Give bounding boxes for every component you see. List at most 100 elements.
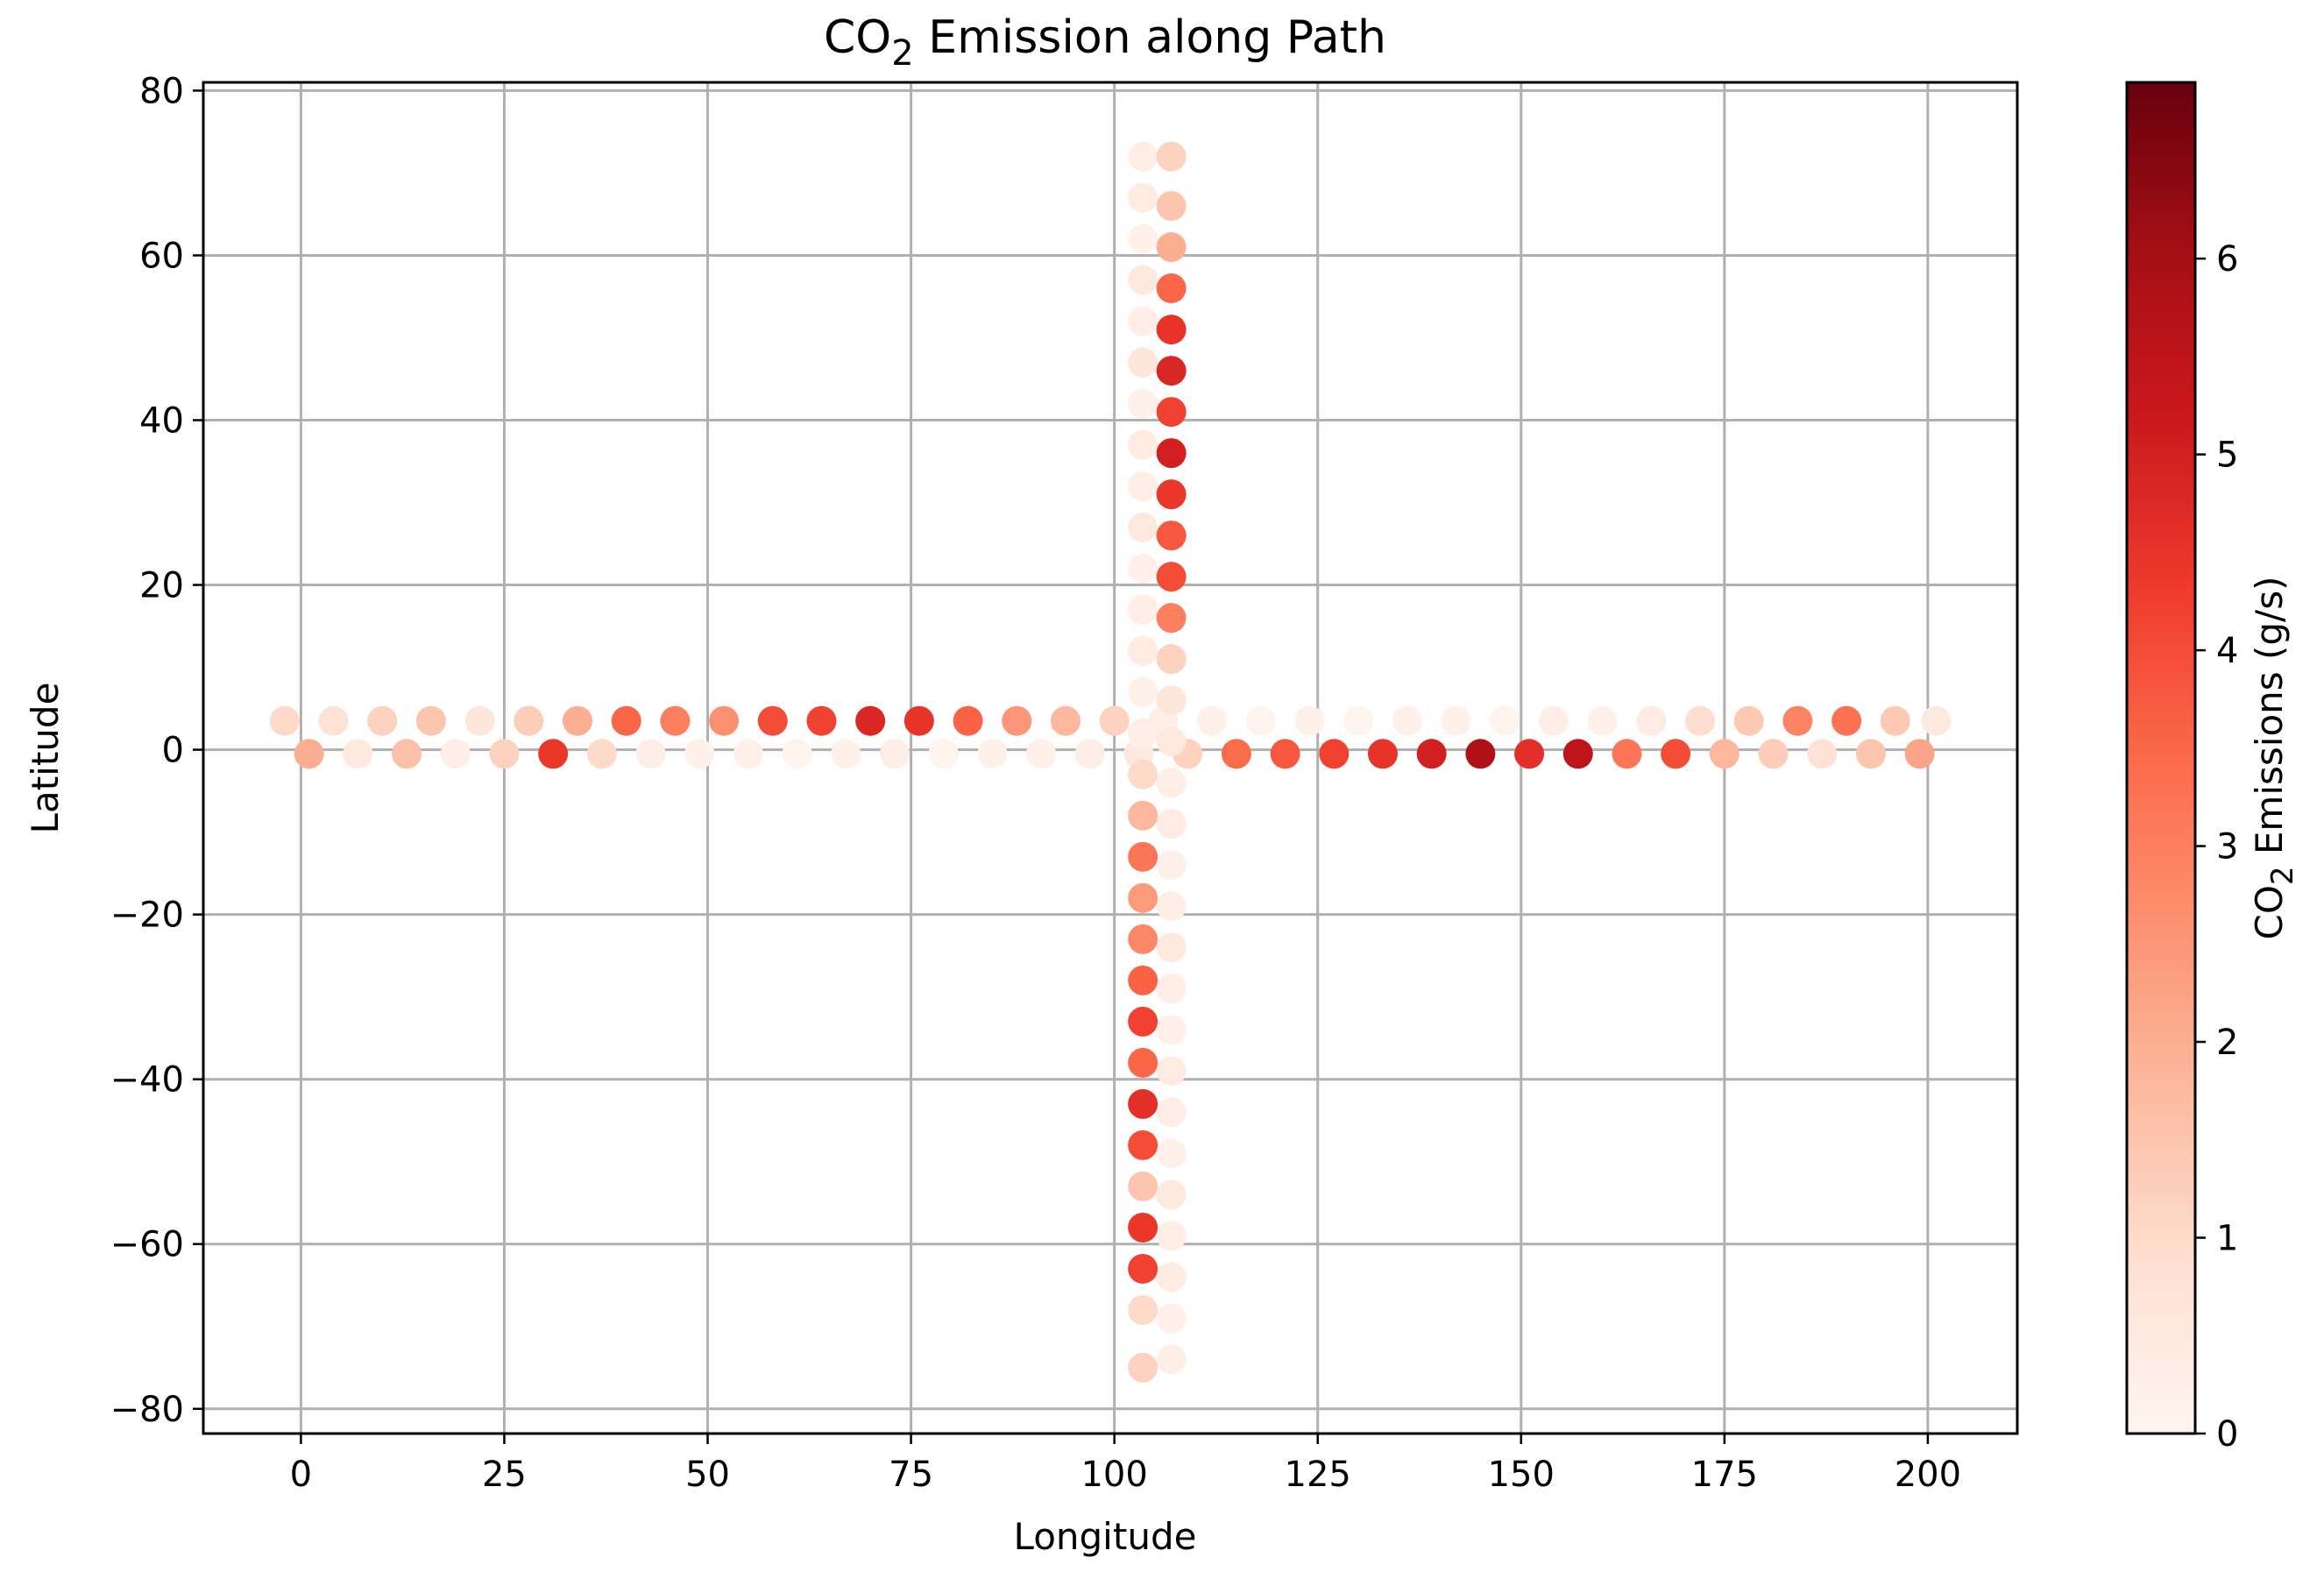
x-tick-label: 100 bbox=[1081, 1455, 1147, 1495]
scatter-point-northbound bbox=[1156, 1015, 1187, 1045]
scatter-point-northbound bbox=[1156, 315, 1187, 345]
scatter-point-eastbound bbox=[318, 705, 349, 736]
colorbar-label-subscript: 2 bbox=[2265, 866, 2300, 885]
scatter-point-eastbound bbox=[1636, 705, 1667, 736]
scatter-point-eastbound bbox=[415, 705, 446, 736]
scatter-point-eastbound bbox=[1441, 705, 1471, 736]
colorbar-tick-label: 6 bbox=[2216, 239, 2238, 280]
scatter-point-southbound bbox=[1128, 965, 1158, 995]
scatter-point-southbound bbox=[1128, 1294, 1158, 1325]
scatter-point-westbound bbox=[1270, 739, 1300, 769]
scatter-point-westbound bbox=[294, 739, 324, 769]
scatter-point-eastbound bbox=[709, 705, 740, 736]
scatter-point-northbound bbox=[1156, 768, 1187, 798]
scatter-point-southbound bbox=[1128, 1129, 1158, 1160]
scatter-point-southbound bbox=[1128, 882, 1158, 913]
scatter-point-eastbound bbox=[660, 705, 691, 736]
scatter-point-eastbound bbox=[1782, 705, 1813, 736]
scatter-point-eastbound bbox=[1392, 705, 1422, 736]
scatter-point-eastbound bbox=[953, 705, 983, 736]
plot-frame bbox=[202, 81, 2019, 1435]
scatter-point-eastbound bbox=[1099, 705, 1130, 736]
scatter-point-southbound bbox=[1128, 306, 1158, 336]
scatter-point-westbound bbox=[782, 739, 812, 769]
scatter-point-southbound bbox=[1128, 388, 1158, 419]
scatter-point-southbound bbox=[1128, 1047, 1158, 1078]
colorbar-tick-label: 3 bbox=[2216, 827, 2238, 867]
scatter-point-southbound bbox=[1128, 676, 1158, 707]
scatter-point-southbound bbox=[1128, 1212, 1158, 1243]
scatter-point-westbound bbox=[684, 739, 715, 769]
scatter-point-southbound bbox=[1128, 347, 1158, 378]
scatter-point-southbound bbox=[1128, 1088, 1158, 1119]
scatter-point-westbound bbox=[1465, 739, 1496, 769]
x-tick-label: 175 bbox=[1691, 1455, 1758, 1495]
scatter-point-southbound bbox=[1128, 429, 1158, 460]
y-tick-label: 40 bbox=[139, 401, 184, 442]
scatter-point-westbound bbox=[1904, 739, 1935, 769]
chart-title: CO2 Emission along Path bbox=[824, 11, 1386, 74]
axis-ticks: 0 25 50 75 100 125 150 175 200 −80 −60 −40 −20 0 20 40 6… bbox=[110, 71, 1961, 1495]
scatter-point-northbound bbox=[1156, 891, 1187, 922]
chart-title-main: CO bbox=[824, 11, 891, 64]
scatter-point-northbound bbox=[1156, 726, 1187, 757]
colorbar-ticks: 0 1 2 3 4 5 6 bbox=[2195, 239, 2238, 1455]
scatter-point-northbound bbox=[1156, 1138, 1187, 1169]
scatter-point-southbound bbox=[1128, 141, 1158, 172]
x-tick-label: 125 bbox=[1285, 1455, 1351, 1495]
scatter-point-eastbound bbox=[1921, 705, 1952, 736]
colorbar-tick-label: 1 bbox=[2216, 1219, 2238, 1259]
y-tick-label: −80 bbox=[110, 1390, 184, 1430]
scatter-point-eastbound bbox=[1197, 705, 1228, 736]
scatter-point-southbound bbox=[1128, 1253, 1158, 1284]
scatter-point-northbound bbox=[1156, 644, 1187, 675]
scatter-point-eastbound bbox=[1733, 705, 1764, 736]
scatter-point-westbound bbox=[1709, 739, 1739, 769]
scatter-point-westbound bbox=[733, 739, 763, 769]
scatter-point-westbound bbox=[538, 739, 569, 769]
scatter-point-northbound bbox=[1156, 1179, 1187, 1210]
scatter-point-northbound bbox=[1156, 562, 1187, 592]
scatter-point-southbound bbox=[1128, 718, 1158, 748]
scatter-point-eastbound bbox=[611, 705, 641, 736]
scatter-point-eastbound bbox=[1245, 705, 1276, 736]
scatter-point-eastbound bbox=[903, 705, 934, 736]
scatter-point-northbound bbox=[1156, 685, 1187, 716]
colorbar-tick-label: 2 bbox=[2216, 1023, 2238, 1063]
scatter-point-southbound bbox=[1128, 265, 1158, 295]
y-tick-label: 80 bbox=[139, 71, 184, 111]
y-tick-label: 60 bbox=[139, 236, 184, 276]
scatter-point-northbound bbox=[1156, 809, 1187, 839]
scatter-point-southbound bbox=[1128, 512, 1158, 542]
scatter-point-northbound bbox=[1156, 141, 1187, 172]
scatter-point-eastbound bbox=[1490, 705, 1520, 736]
y-tick-label: 0 bbox=[162, 731, 184, 771]
scatter-point-westbound bbox=[880, 739, 910, 769]
scatter-point-westbound bbox=[440, 739, 471, 769]
x-tick-label: 50 bbox=[685, 1455, 730, 1495]
scatter-point-westbound bbox=[1026, 739, 1057, 769]
scatter-point-westbound bbox=[1221, 739, 1251, 769]
scatter-point-westbound bbox=[1612, 739, 1642, 769]
scatter-point-eastbound bbox=[1832, 705, 1862, 736]
scatter-point-westbound bbox=[1855, 739, 1886, 769]
scatter-point-westbound bbox=[1562, 739, 1593, 769]
grid-lines bbox=[203, 82, 2017, 1434]
scatter-point-westbound bbox=[928, 739, 959, 769]
x-tick-label: 150 bbox=[1488, 1455, 1555, 1495]
scatter-point-southbound bbox=[1128, 553, 1158, 584]
x-tick-label: 0 bbox=[290, 1455, 312, 1495]
y-tick-label: −20 bbox=[110, 896, 184, 936]
chart-title-rest: Emission along Path bbox=[914, 11, 1386, 64]
scatter-point-westbound bbox=[1319, 739, 1350, 769]
scatter-point-northbound bbox=[1156, 1303, 1187, 1334]
scatter-point-northbound bbox=[1156, 273, 1187, 304]
scatter-point-northbound bbox=[1156, 1056, 1187, 1087]
scatter-point-eastbound bbox=[1880, 705, 1910, 736]
scatter-point-southbound bbox=[1128, 223, 1158, 254]
scatter-point-northbound bbox=[1156, 232, 1187, 263]
colorbar bbox=[2125, 81, 2197, 1435]
scatter-point-westbound bbox=[635, 739, 666, 769]
scatter-point-eastbound bbox=[806, 705, 837, 736]
